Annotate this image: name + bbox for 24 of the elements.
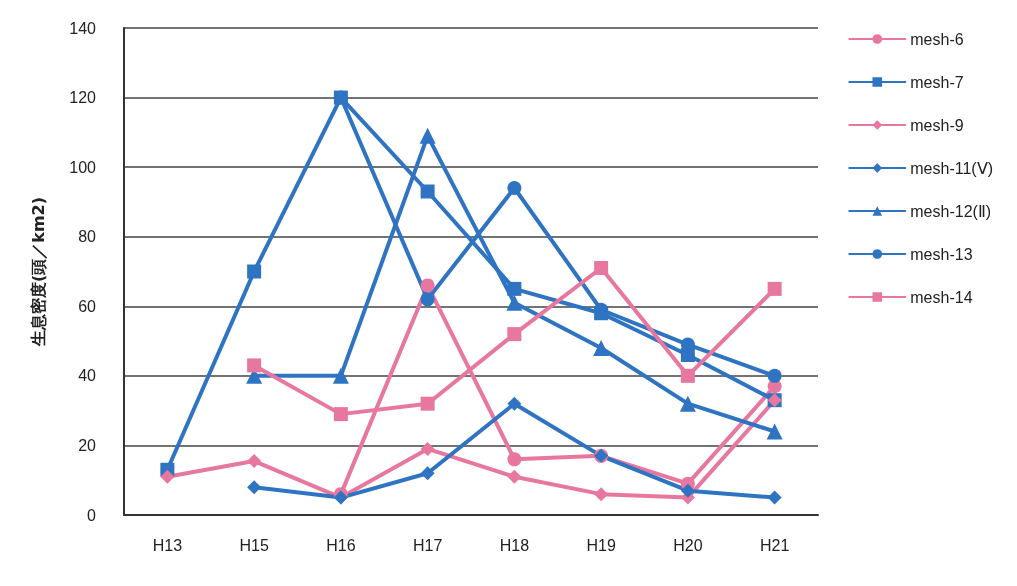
x-tick-label: H18	[499, 536, 530, 554]
legend-label: mesh-11(Ⅴ)	[910, 159, 993, 177]
y-tick-label: 60	[78, 297, 97, 315]
x-tick-label: H20	[673, 536, 703, 554]
legend-label: mesh-13	[910, 245, 973, 263]
legend-label: mesh-9	[910, 116, 964, 134]
y-tick-label: 40	[78, 367, 97, 385]
y-tick-label: 120	[69, 89, 97, 107]
x-tick-label: H19	[586, 536, 616, 554]
y-tick-label: 100	[69, 158, 97, 176]
y-tick-label: 80	[78, 228, 97, 246]
y-axis-title: 生息密度(頭／km2)	[28, 196, 48, 348]
legend-label: mesh-7	[910, 73, 964, 91]
x-tick-label: H15	[239, 536, 269, 554]
x-tick-label: H16	[326, 536, 356, 554]
x-tick-label: H13	[152, 536, 183, 554]
legend-label: mesh-14	[910, 288, 973, 306]
x-tick-label: H21	[759, 536, 790, 554]
y-tick-label: 0	[87, 506, 97, 524]
x-tick-label: H17	[412, 536, 443, 554]
legend-label: mesh-12(Ⅱ)	[910, 202, 992, 220]
y-tick-label: 20	[78, 436, 97, 454]
legend-label: mesh-6	[910, 30, 964, 48]
y-tick-label: 140	[69, 19, 97, 37]
